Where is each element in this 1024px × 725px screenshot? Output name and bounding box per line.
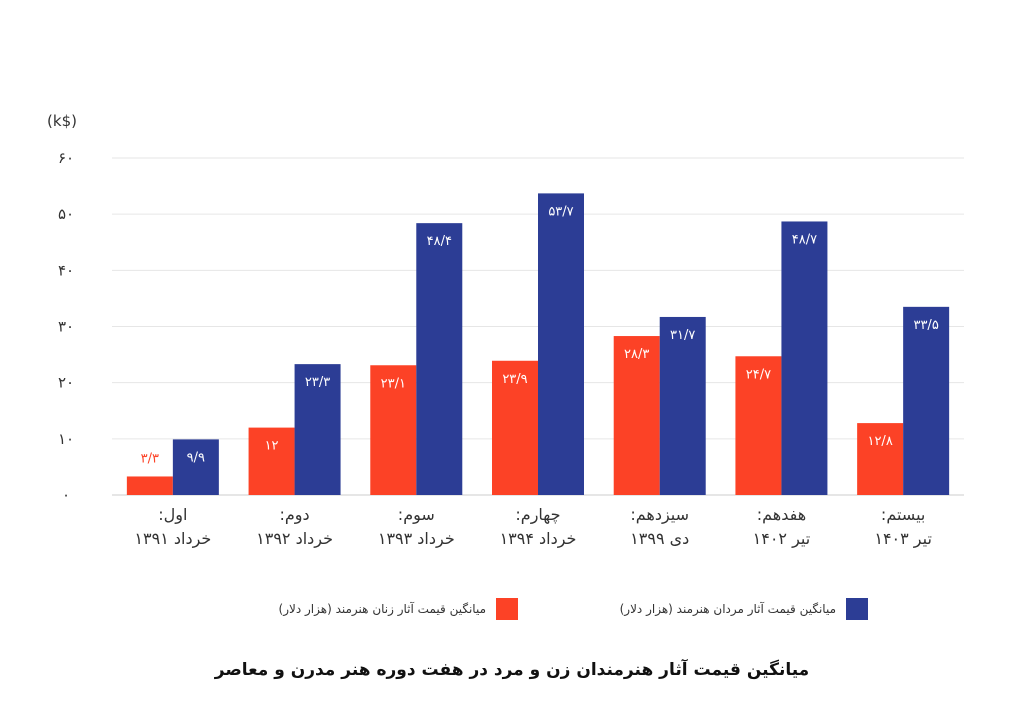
bar-value-label: ۱۲	[265, 439, 279, 454]
bar-value-label: ۲۴/۷	[746, 367, 771, 382]
bar-men	[781, 221, 828, 496]
chart-title: میانگین قیمت آثار هنرمندان زن و مرد در ه…	[214, 660, 810, 680]
x-tick-label: سوم:	[398, 505, 435, 525]
legend-women-swatch	[496, 598, 518, 620]
bar-value-label: ۳/۳	[141, 451, 159, 466]
x-tick-label: تیر ۱۴۰۲	[753, 529, 811, 549]
y-tick-label: ۵۰	[58, 205, 74, 223]
bar-value-label: ۴۸/۷	[792, 232, 817, 247]
bar-value-label: ۴۸/۴	[427, 234, 452, 249]
bar-men	[416, 223, 463, 496]
bar-value-label: ۲۳/۱	[381, 376, 406, 391]
bar-men	[294, 364, 341, 495]
y-tick-label: ۴۰	[58, 261, 74, 279]
legend-men: میانگین قیمت آثار مردان هنرمند (هزار دلا…	[548, 596, 868, 622]
bar-value-label: ۳۱/۷	[670, 328, 695, 343]
legend-women: میانگین قیمت آثار زنان هنرمند (هزار دلار…	[198, 596, 518, 622]
bar-women	[735, 356, 782, 495]
y-tick-label: ۱۰	[58, 430, 74, 448]
bar-value-label: ۹/۹	[187, 450, 205, 465]
bar-men	[538, 193, 584, 495]
x-tick-label: خرداد ۱۳۹۳	[378, 529, 455, 549]
bar-men	[659, 316, 706, 495]
bar-women	[613, 336, 660, 495]
x-tick-label: خرداد ۱۳۹۲	[256, 529, 333, 549]
x-tick-label: خرداد ۱۳۹۱	[134, 529, 211, 549]
legend-men-label: میانگین قیمت آثار مردان هنرمند (هزار دلا…	[619, 602, 836, 616]
bar-men	[903, 306, 950, 495]
bar-women	[248, 427, 295, 495]
x-tick-label: سیزدهم:	[630, 505, 689, 525]
x-tick-label: دی ۱۳۹۹	[630, 529, 689, 548]
x-tick-label: اول:	[158, 505, 187, 525]
y-unit-label: (k$)	[47, 112, 77, 130]
x-tick-label: هفدهم:	[757, 505, 806, 524]
x-tick-label: بیستم:	[881, 505, 925, 524]
bar-men	[172, 439, 219, 495]
bar-value-label: ۲۳/۳	[305, 375, 330, 390]
bar-women	[126, 476, 173, 495]
bar-value-label: ۵۳/۷	[548, 204, 573, 219]
x-tick-label: خرداد ۱۳۹۴	[500, 529, 577, 549]
bar-women	[370, 365, 417, 495]
x-tick-label: چهارم:	[515, 505, 560, 525]
y-tick-label: ۶۰	[58, 149, 74, 167]
bar-value-label: ۱۲/۸	[867, 434, 892, 449]
bar-women	[492, 360, 538, 495]
y-tick-label: ۲۰	[58, 374, 74, 392]
bar-value-label: ۲۸/۳	[624, 347, 649, 362]
legend-men-swatch	[846, 598, 868, 620]
x-tick-label: تیر ۱۴۰۳	[874, 529, 932, 549]
bar-value-label: ۳۳/۵	[913, 318, 938, 333]
legend-women-label: میانگین قیمت آثار زنان هنرمند (هزار دلار…	[278, 602, 486, 616]
bar-women	[857, 423, 904, 495]
y-tick-label: ۰	[62, 486, 70, 504]
bar-value-label: ۲۳/۹	[502, 372, 527, 387]
x-tick-label: دوم:	[279, 505, 309, 525]
y-tick-label: ۳۰	[58, 318, 74, 336]
